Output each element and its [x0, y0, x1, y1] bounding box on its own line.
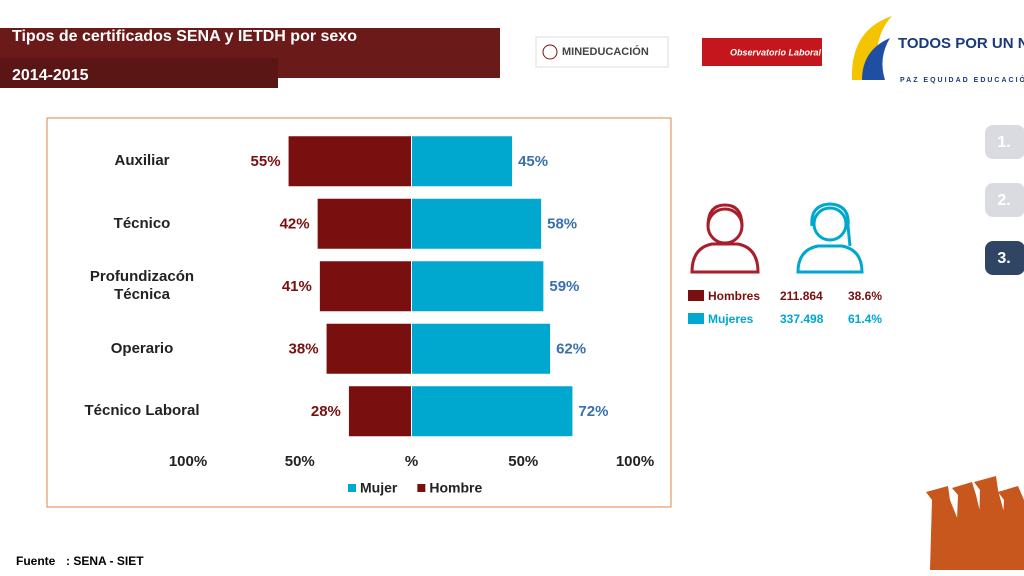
bar	[317, 198, 412, 249]
ministry-name: MINEDUCACIÓN	[562, 45, 649, 58]
summary-row: Mujeres 337.498 61.4%	[688, 307, 882, 330]
bar	[288, 136, 412, 187]
x-tick-label: 50%	[508, 453, 538, 470]
legend-swatch	[417, 484, 426, 492]
category-label: Técnico Laboral	[84, 402, 200, 420]
bar	[319, 261, 412, 312]
summary-name: Hombres	[708, 288, 761, 303]
bar	[326, 323, 412, 374]
slogan-flag	[862, 38, 890, 80]
value-label: 58%	[547, 216, 577, 233]
bar	[411, 261, 544, 312]
motto: PAZ EQUIDAD EDUCACIÓN	[900, 75, 1024, 84]
category-label: Profundizacón Técnica	[89, 268, 195, 304]
period: 2014-2015	[12, 67, 89, 84]
period-band	[0, 58, 278, 88]
summary-swatch	[688, 313, 704, 324]
bar	[411, 136, 513, 187]
nav-button	[985, 125, 1024, 159]
x-tick-label: %	[405, 453, 418, 470]
legend-swatch	[348, 484, 356, 492]
women-icon	[796, 202, 864, 274]
value-label: 45%	[518, 153, 548, 170]
ministry-logo	[535, 36, 669, 68]
nav-button	[985, 183, 1024, 217]
nav-label: 1.	[997, 134, 1010, 151]
bar	[411, 198, 542, 249]
value-label: 38%	[289, 341, 319, 358]
category-label: Auxiliar	[114, 152, 170, 170]
nav-label: 2.	[997, 192, 1010, 209]
x-tick-label: 100%	[616, 453, 654, 470]
bar	[348, 386, 412, 437]
summary-name: Mujeres	[708, 311, 754, 326]
observatory-name: Observatorio Laboral	[730, 47, 822, 57]
nav-label: 3.	[997, 250, 1010, 267]
value-label: 59%	[549, 278, 579, 295]
summary-count: 211.864	[780, 288, 823, 303]
summary-pct: 38.6%	[848, 288, 883, 303]
value-label: 72%	[578, 403, 608, 420]
graduates	[926, 476, 1024, 570]
legend-label: Hombre	[429, 480, 482, 496]
summary-pct: 61.4%	[848, 311, 883, 326]
bar	[411, 323, 551, 374]
category-label: Técnico	[113, 214, 171, 232]
summary-swatch	[688, 290, 704, 301]
men-icon	[690, 203, 760, 274]
bar	[411, 386, 573, 437]
summary-row: Hombres 211.864 38.6%	[688, 284, 882, 307]
value-label: 28%	[311, 403, 341, 420]
source-text: : SENA - SIET	[66, 554, 144, 568]
value-label: 55%	[251, 153, 281, 170]
value-label: 42%	[280, 216, 310, 233]
slogan: TODOS POR UN NUEVO PAÍS	[898, 35, 1024, 52]
nav: 1. 2. 3.	[985, 125, 1024, 275]
x-tick-label: 50%	[285, 453, 315, 470]
summary: Hombres 211.864 38.6% Mujeres 337.498 61.4%	[688, 284, 882, 330]
title: Tipos de certificados SENA y IETDH por s…	[12, 28, 357, 45]
legend-label: Mujer	[360, 480, 398, 496]
value-label: 41%	[282, 278, 312, 295]
summary-count: 337.498	[780, 311, 824, 326]
ministry-seal	[542, 44, 558, 60]
source-label: Fuente	[16, 554, 56, 568]
x-tick-label: 100%	[169, 453, 207, 470]
category-label: Operario	[110, 339, 174, 357]
nav-button	[985, 241, 1024, 275]
observatory-logo	[702, 38, 822, 66]
value-label: 62%	[556, 341, 586, 358]
slogan-flag	[851, 16, 892, 80]
